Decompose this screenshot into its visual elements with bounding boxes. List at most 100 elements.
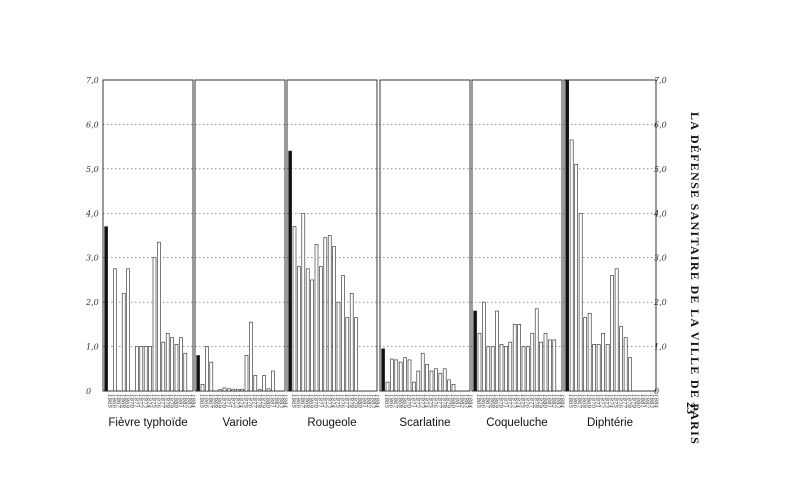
x-tick-label: 1881 <box>177 394 183 408</box>
bar <box>209 361 214 392</box>
x-tick-label: 1884 <box>282 394 288 408</box>
bar <box>390 358 394 392</box>
x-tick-label: 1872 <box>506 394 512 408</box>
x-tick-label: 1867 <box>576 394 582 408</box>
x-tick-label: 1870 <box>220 394 226 408</box>
x-tick-label: 1867 <box>392 394 398 408</box>
bar <box>495 310 499 392</box>
bar <box>292 226 297 392</box>
x-tick-label: 1874 <box>238 394 244 408</box>
bar <box>227 388 231 392</box>
bar <box>442 368 447 392</box>
x-tick-label: 1873 <box>325 394 331 408</box>
bar <box>420 352 425 392</box>
x-tick-label: 1882 <box>550 394 556 408</box>
y-tick-label-left: 7,0 <box>86 76 99 85</box>
x-tick-label: 1865 <box>475 394 481 408</box>
x-tick-label: 1883 <box>277 394 283 408</box>
x-tick-label: 1884 <box>190 394 196 408</box>
bar <box>517 324 521 392</box>
x-tick-label: 1880 <box>635 394 641 408</box>
x-tick-label: 1875 <box>334 394 340 408</box>
y-tick-label-left: 5,0 <box>86 165 99 174</box>
y-tick-label-right: 5,0 <box>654 165 667 174</box>
x-tick-label: 1871 <box>133 394 139 408</box>
x-tick-label: 1866 <box>480 394 486 408</box>
x-tick-label: 1876 <box>617 394 623 408</box>
x-tick-label: 1872 <box>414 394 420 408</box>
x-tick-label: 1874 <box>515 394 521 408</box>
x-tick-label: 1865 <box>567 394 573 408</box>
x-tick-label: 1884 <box>653 394 659 408</box>
bar <box>143 346 148 392</box>
x-tick-label: 1865 <box>290 394 296 408</box>
panel-frame <box>471 79 563 392</box>
bar <box>592 344 596 392</box>
x-tick-label: 1872 <box>321 394 327 408</box>
panel-label: Variole <box>223 417 258 429</box>
bar <box>552 339 557 392</box>
bar <box>266 388 271 392</box>
bar <box>438 372 443 392</box>
bar <box>407 359 412 392</box>
bar <box>610 275 614 392</box>
x-tick-label: 1875 <box>242 394 248 408</box>
bar <box>218 389 222 392</box>
bar <box>235 388 240 392</box>
x-tick-label: 1881 <box>454 394 460 408</box>
x-tick-label: 1872 <box>229 394 235 408</box>
y-tick-label-left: 1,0 <box>86 343 99 352</box>
panel-label: Diphtérie <box>587 417 633 429</box>
bar <box>135 346 139 392</box>
bar <box>447 379 451 392</box>
bar <box>354 317 358 392</box>
x-tick-label: 1883 <box>462 394 468 408</box>
x-tick-label: 1868 <box>488 394 494 408</box>
x-tick-label: 1871 <box>410 394 416 408</box>
x-tick-label: 1871 <box>317 394 323 408</box>
bar <box>327 235 332 392</box>
bar <box>345 317 350 392</box>
bar <box>310 279 314 392</box>
x-tick-label: 1868 <box>396 394 402 408</box>
bar <box>534 308 539 392</box>
bar <box>113 268 117 392</box>
bar <box>332 246 336 392</box>
y-tick-label-left: 3,0 <box>86 254 99 263</box>
x-tick-label: 1866 <box>572 394 578 408</box>
panel-label: Rougeole <box>307 417 356 429</box>
bar <box>196 355 200 392</box>
bar <box>249 321 253 392</box>
bar <box>244 355 249 392</box>
x-tick-label: 1871 <box>594 394 600 408</box>
bar <box>336 301 341 392</box>
bar <box>174 344 179 392</box>
x-tick-label: 1875 <box>150 394 156 408</box>
bar <box>288 150 292 392</box>
x-tick-label: 1875 <box>519 394 525 408</box>
x-tick-label: 1866 <box>388 394 394 408</box>
x-tick-label: 1866 <box>295 394 301 408</box>
x-tick-label: 1867 <box>115 394 121 408</box>
x-tick-label: 1869 <box>585 394 591 408</box>
panel-frame <box>563 79 657 392</box>
bar <box>451 384 456 392</box>
x-tick-label: 1868 <box>211 394 217 408</box>
panel-frame <box>286 79 378 392</box>
bar <box>578 212 583 392</box>
x-tick-label: 1879 <box>630 394 636 408</box>
x-tick-label: 1876 <box>247 394 253 408</box>
x-tick-label: 1873 <box>141 394 147 408</box>
bar <box>297 266 301 392</box>
bar <box>319 266 323 392</box>
panel-label: Fièvre typhoïde <box>108 417 187 429</box>
x-tick-label: 1877 <box>251 394 257 408</box>
y-tick-label-left: 0 <box>86 387 91 396</box>
x-tick-label: 1878 <box>532 394 538 408</box>
x-tick-label: 1870 <box>590 394 596 408</box>
bar <box>301 212 306 392</box>
x-tick-label: 1882 <box>273 394 279 408</box>
x-tick-label: 1875 <box>427 394 433 408</box>
x-tick-label: 1882 <box>644 394 650 408</box>
x-tick-label: 1882 <box>181 394 187 408</box>
